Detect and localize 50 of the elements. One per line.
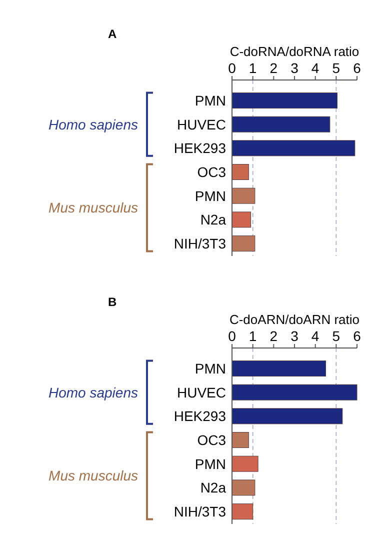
y-tick-label: N2a (200, 212, 226, 228)
bar (232, 92, 338, 109)
y-tick-label: OC3 (197, 164, 226, 180)
y-tick-label: HUVEC (176, 384, 226, 400)
bar (232, 480, 256, 496)
x-tick-label: 6 (353, 60, 362, 76)
x-tick-label: 4 (311, 328, 320, 344)
bar (232, 384, 358, 400)
bar (232, 188, 256, 204)
y-tick-label: HUVEC (176, 116, 226, 132)
y-tick-label: HEK293 (174, 408, 226, 424)
x-tick-label: 4 (311, 60, 320, 76)
x-tick-label: 5 (332, 328, 340, 344)
x-tick-label: 1 (248, 328, 257, 344)
x-tick-label: 1 (248, 60, 257, 76)
y-tick-label: OC3 (197, 432, 226, 448)
y-tick-label: NIH/3T3 (174, 235, 226, 252)
bar (232, 140, 356, 156)
bar (232, 164, 249, 180)
x-tick-label: 2 (270, 328, 278, 344)
x-tick-label: 3 (290, 328, 299, 344)
bar (232, 360, 326, 377)
x-tick-label: 3 (290, 60, 299, 76)
x-axis-title: C-doRNA/doRNA ratio (230, 44, 360, 59)
x-tick-label: 0 (228, 60, 236, 76)
bar (232, 432, 249, 448)
bar (232, 456, 258, 472)
bar (232, 503, 254, 520)
x-tick-label: 5 (332, 60, 340, 76)
text: B (108, 295, 117, 309)
x-tick-label: 2 (270, 60, 278, 76)
y-tick-label: PMN (194, 188, 226, 204)
x-axis-title: C-doARN/doARN ratio (229, 312, 360, 327)
y-tick-label: N2a (200, 480, 226, 496)
y-tick-label: PMN (194, 360, 226, 377)
bar (232, 235, 256, 252)
y-tick-label: NIH/3T3 (174, 503, 226, 520)
text: Homo sapiens (48, 384, 138, 400)
bar (232, 116, 330, 132)
text: Mus musculus (48, 200, 138, 216)
text: Mus musculus (48, 468, 138, 484)
y-tick-label: HEK293 (174, 140, 226, 156)
text: Homo sapiens (48, 116, 138, 132)
text: A (108, 27, 117, 41)
x-tick-label: 0 (228, 328, 236, 344)
bar (232, 408, 343, 424)
y-tick-label: PMN (194, 92, 226, 109)
y-tick-label: PMN (194, 456, 226, 472)
x-tick-label: 6 (353, 328, 362, 344)
bar (232, 212, 251, 228)
